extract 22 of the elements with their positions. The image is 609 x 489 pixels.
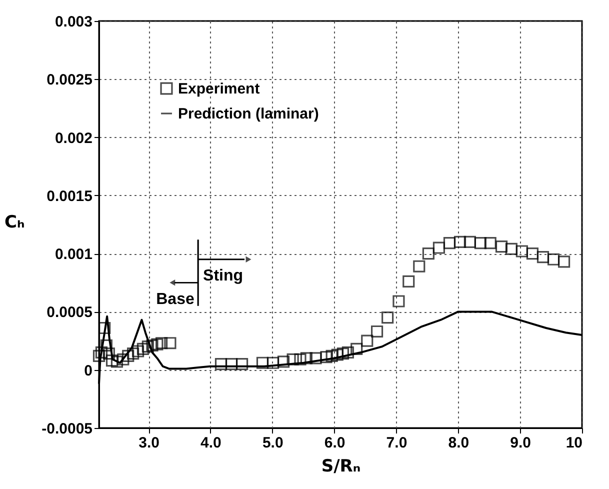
x-tick-label: 9.0: [510, 434, 532, 452]
x-tick-label: 3.0: [138, 434, 160, 452]
annotation: Sting: [203, 268, 244, 285]
y-tick-label: 0.0025: [46, 72, 92, 89]
legend-label: Prediction (laminar): [178, 106, 319, 122]
y-tick-label: 0: [84, 362, 92, 380]
y-axis-title: Cₕ: [4, 212, 25, 232]
y-tick-label: 0.003: [54, 14, 92, 30]
x-tick-label: 8.0: [448, 434, 470, 452]
legend-label: Experiment: [178, 80, 260, 98]
x-tick-label: 10: [566, 434, 582, 452]
x-tick-label: 5.0: [262, 434, 284, 452]
x-tick-label: 7.0: [386, 434, 408, 452]
x-tick-label: 6.0: [324, 434, 346, 452]
y-tick-label: 0.0015: [46, 188, 92, 205]
x-tick-label: 4.0: [200, 434, 222, 452]
y-tick-label: 0.0005: [46, 304, 92, 322]
x-axis-title: S/Rₙ: [321, 456, 361, 476]
y-tick-label: 0.001: [54, 246, 92, 264]
y-tick-label: 0.002: [54, 130, 92, 147]
y-tick-label: -0.0005: [42, 420, 92, 438]
annotation: Base: [156, 290, 194, 308]
